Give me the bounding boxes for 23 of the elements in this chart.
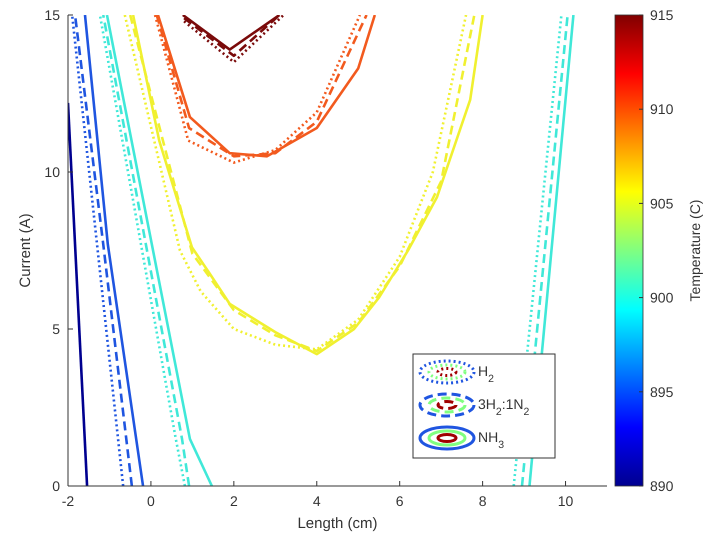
legend-label: NH$_{3}$ bbox=[478, 429, 504, 451]
color-bar-label: 910 bbox=[650, 101, 674, 118]
x-axis-title: Length (cm) bbox=[297, 515, 378, 532]
legend-label: H$_{2}$ bbox=[478, 363, 494, 385]
color-bar-title: Temperature (C) bbox=[687, 200, 703, 302]
y-tick-label: 5 bbox=[52, 321, 60, 337]
color-bar-label: 895 bbox=[650, 384, 674, 400]
x-tick-label: 4 bbox=[312, 493, 321, 509]
x-tick-label: -2 bbox=[62, 493, 74, 509]
y-tick-label: 15 bbox=[44, 7, 60, 23]
color-bar-label: 890 bbox=[650, 478, 674, 494]
x-tick-label: 10 bbox=[558, 493, 574, 509]
y-axis-title: Current (A) bbox=[17, 213, 34, 288]
x-tick-label: 0 bbox=[147, 493, 156, 509]
color-bar-label: 915 bbox=[650, 7, 674, 23]
x-tick-label: 8 bbox=[478, 493, 487, 509]
x-tick-label: 2 bbox=[230, 493, 238, 509]
y-tick-label: 0 bbox=[52, 478, 60, 494]
color-bar-label: 905 bbox=[650, 195, 674, 212]
y-tick-label: 10 bbox=[44, 164, 60, 180]
x-tick-label: 6 bbox=[396, 493, 404, 509]
legend-label: 3H$_{2}$:1N$_{2}$ bbox=[478, 396, 530, 418]
color-bar-label: 900 bbox=[650, 290, 674, 306]
